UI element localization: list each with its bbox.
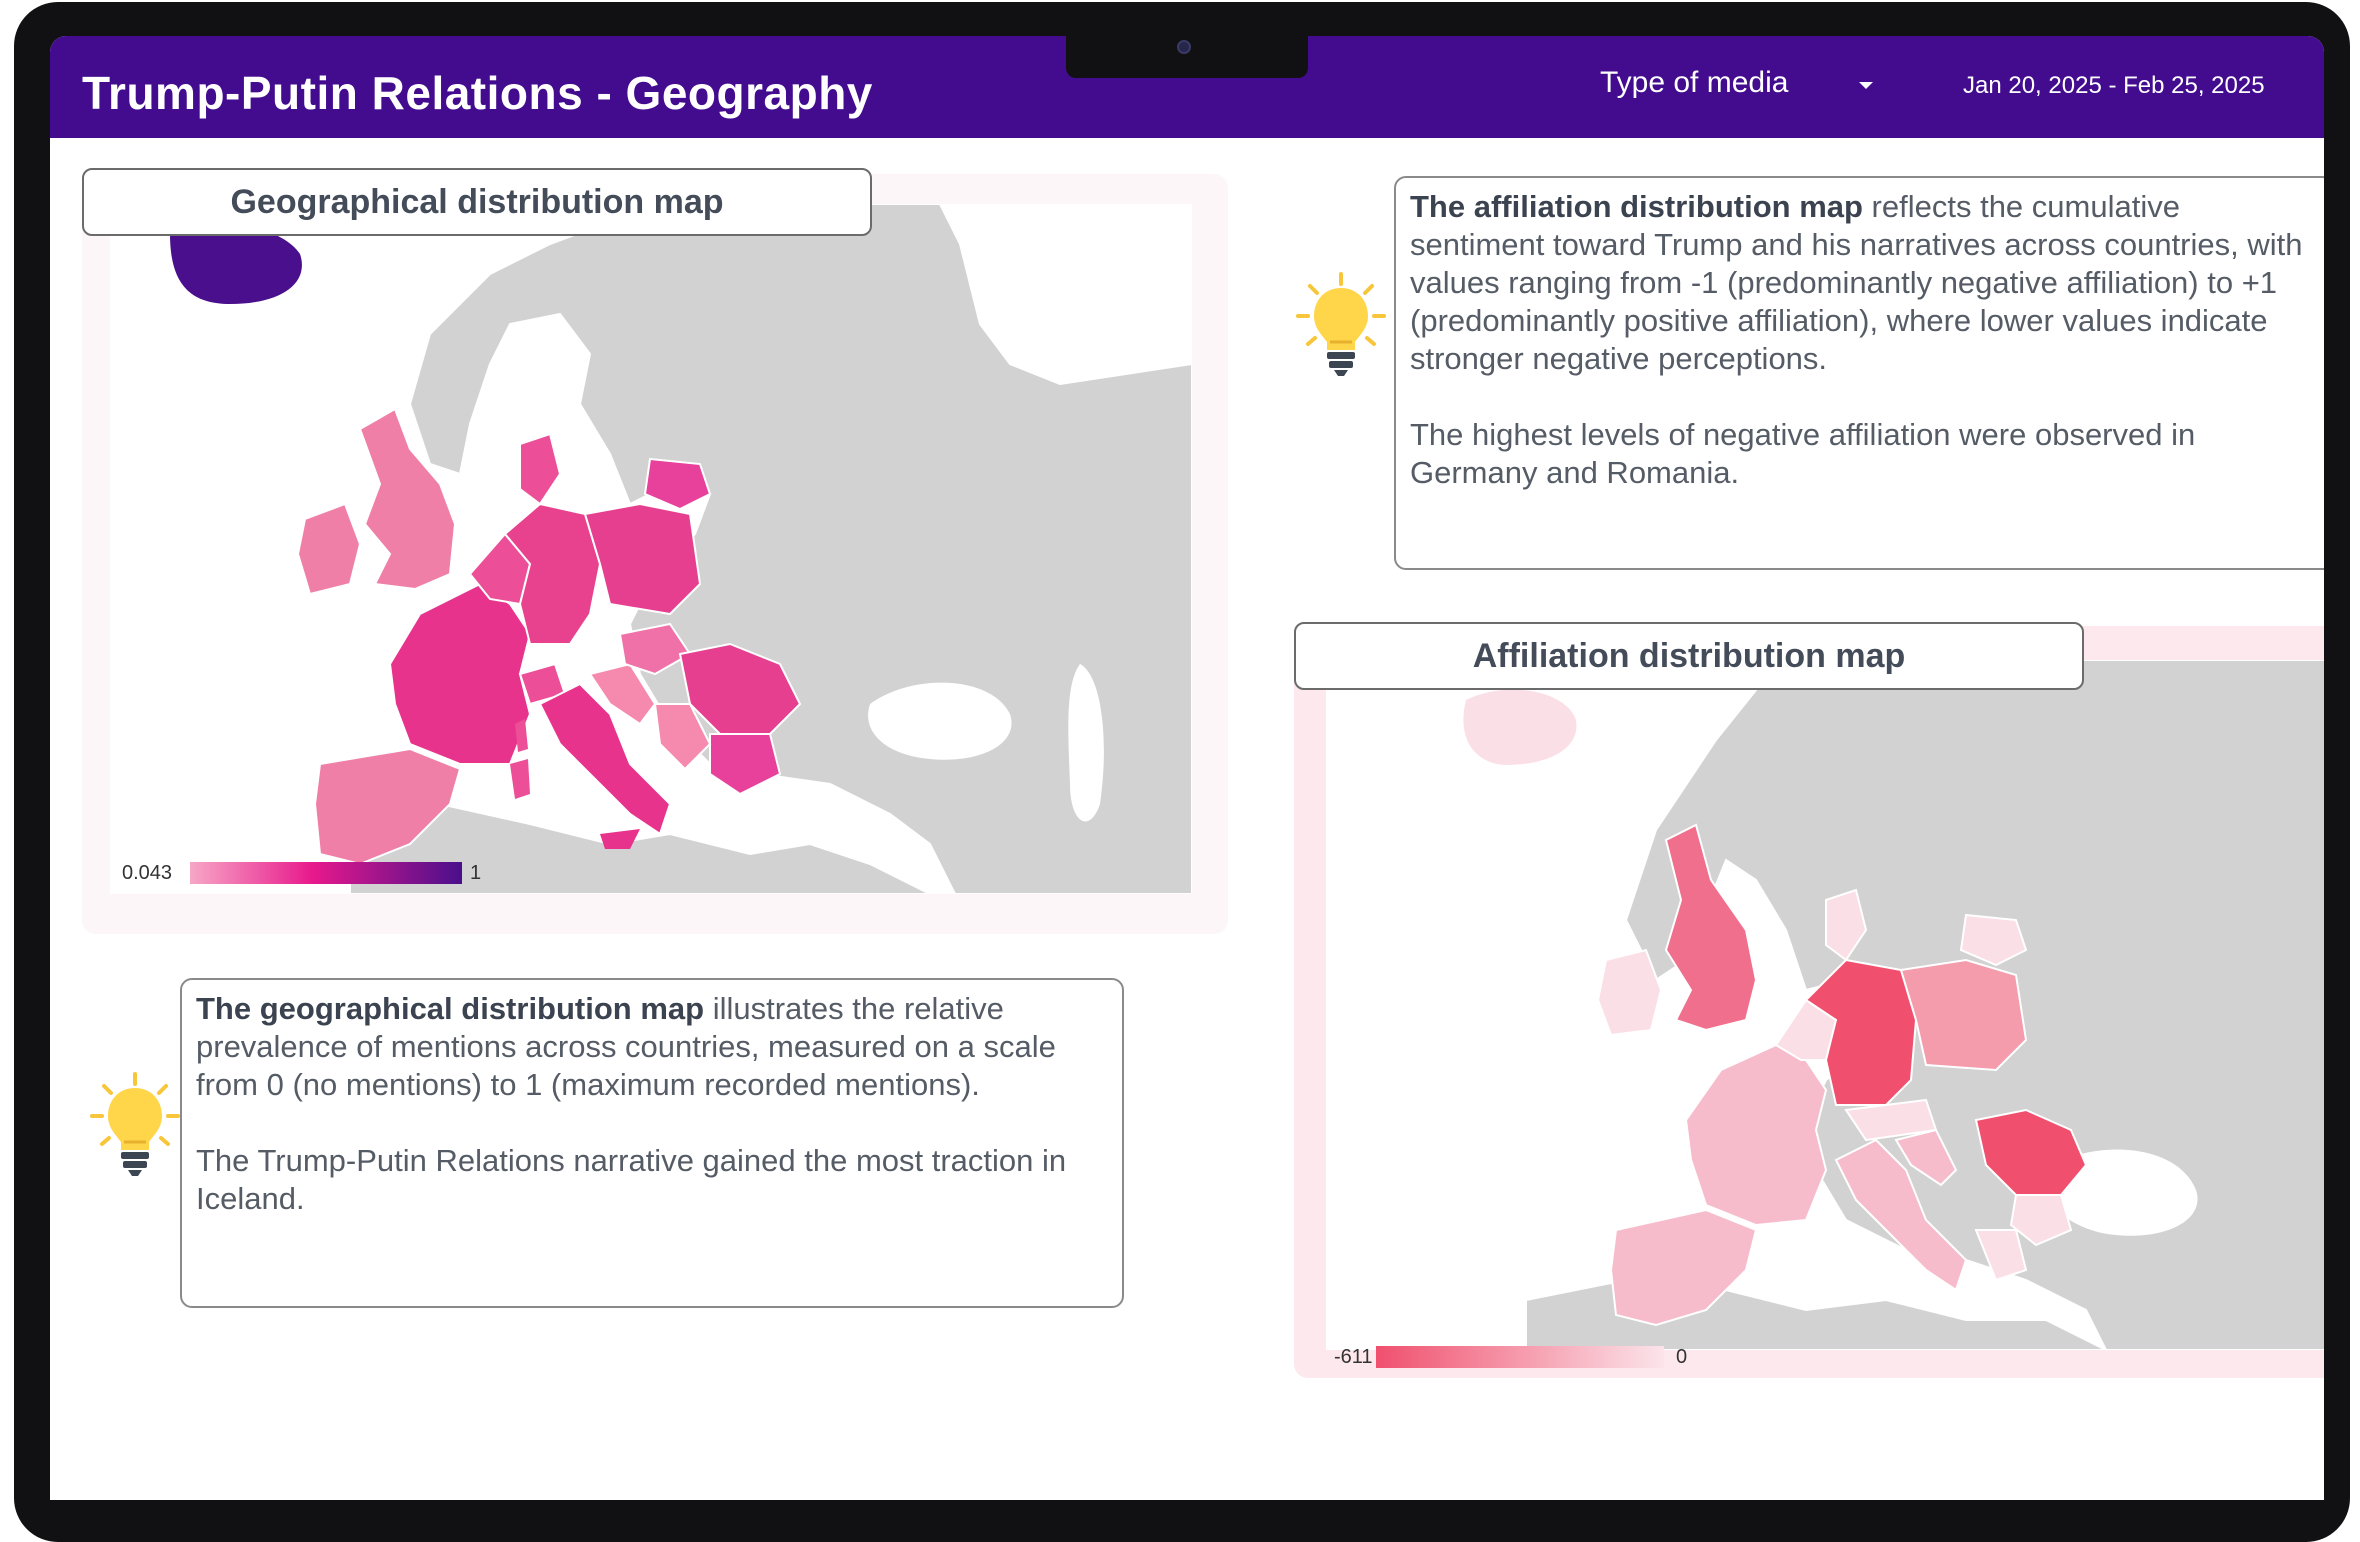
aff-legend-gradient [1376,1346,1664,1368]
aff-black-sea [2044,1149,2198,1236]
aff-uk [1664,823,1758,1032]
aff-map-card: -611 0 [1294,626,2324,1378]
country-sicily [600,829,640,849]
caspian-sea [1068,664,1104,822]
geo-info-text: illustrates the relative prevalence of m… [196,991,1056,1102]
aff-map-title: Affiliation distribution map [1294,622,2084,690]
geo-info-box: The geographical distribution map illust… [180,978,1124,1308]
aff-map-legend: -611 0 [1334,1338,1714,1378]
country-denmark [519,432,562,506]
black-sea [868,682,1012,760]
country-ireland [296,502,362,596]
media-type-filter[interactable]: Type of media [1600,66,1789,99]
caret-down-icon[interactable] [1859,82,1873,89]
country-hungary [618,622,692,676]
country-lithuania [643,457,712,511]
geo-map-card: 0.043 1 [82,174,1228,934]
geo-legend-gradient [190,862,462,884]
geo-info-paragraph: The geographical distribution map illust… [196,990,1108,1104]
dashboard-screen: Trump-Putin Relations - Geography Type o… [50,36,2324,1500]
aff-ireland [1596,948,1663,1037]
aff-greece [1974,1229,2028,1282]
date-range-picker[interactable]: Jan 20, 2025 - Feb 25, 2025 [1963,72,2265,99]
aff-romania [1974,1108,2088,1196]
aff-info-box: The affiliation distribution map reflect… [1394,176,2324,570]
geo-legend-min: 0.043 [122,862,173,884]
camera-notch [1066,36,1308,78]
aff-legend-max: 0 [1676,1346,1688,1368]
country-bulgaria [709,733,782,796]
aff-croatia [1894,1128,1958,1187]
country-serbia [653,703,712,771]
country-croatia [588,662,657,726]
aff-legend-min: -611 [1334,1346,1373,1368]
aff-info-bold: The affiliation distribution map [1410,189,1863,224]
page-title: Trump-Putin Relations - Geography [82,67,873,119]
aff-bulgaria [2009,1194,2073,1247]
aff-germany [1804,958,1918,1106]
aff-map[interactable] [1326,660,2324,1350]
lightbulb-icon [1296,272,1386,376]
geo-info-paragraph-2: The Trump-Putin Relations narrative gain… [196,1143,1067,1216]
country-italy [538,682,672,836]
header-bar: Trump-Putin Relations - Geography Type o… [50,36,2324,138]
aff-denmark [1825,888,1868,962]
aff-info-paragraph: The affiliation distribution map reflect… [1410,188,2318,378]
aff-spain [1609,1208,1758,1327]
aff-italy [1834,1138,1968,1292]
geo-info-bold: The geographical distribution map [196,991,705,1026]
geo-map-legend: 0.043 1 [122,854,502,894]
country-uk [358,407,457,591]
mediterranean [340,794,890,854]
country-corsica [515,719,528,752]
aff-info-text: reflects the cumulative sentiment toward… [1410,189,2303,376]
country-iceland [170,223,302,304]
aff-france [1684,1043,1828,1227]
country-spain [313,747,462,866]
geo-legend-max: 1 [470,862,482,884]
lightbulb-icon [90,1072,180,1176]
geo-map[interactable] [110,204,1192,894]
aff-info-paragraph-2: The highest levels of negative affiliati… [1410,417,2196,490]
country-france [388,582,532,765]
aff-lithuania [1959,913,2028,967]
aff-iceland [1463,689,1577,765]
country-poland [583,502,702,616]
aff-poland [1899,958,2028,1072]
camera-icon [1177,40,1191,54]
country-romania [678,642,802,735]
country-sardinia [510,759,530,799]
geo-map-title: Geographical distribution map [82,168,872,236]
country-germany [503,502,602,645]
